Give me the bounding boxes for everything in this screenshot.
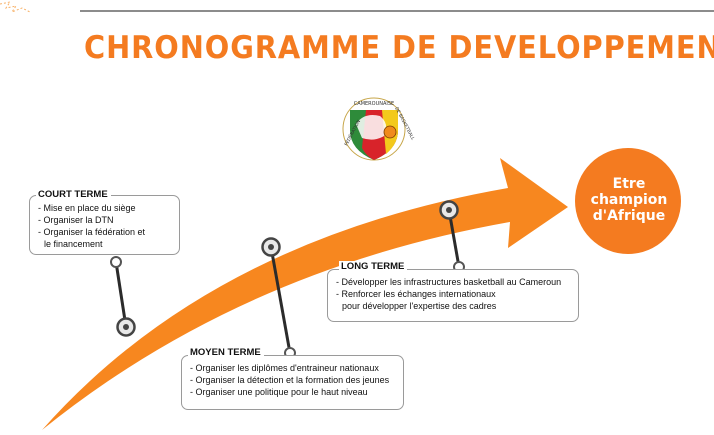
court-terme-item: le financement (44, 239, 103, 249)
timeline-arrow (42, 158, 568, 430)
moyen-terme-item: - Organiser les diplômes d'entraineur na… (190, 363, 379, 373)
federation-logo: CAMEROUNAISE FÉDÉRATION DE BASKETBALL (342, 97, 416, 161)
connector-court (114, 261, 128, 328)
long-terme-item: - Développer les infrastructures basketb… (336, 277, 562, 287)
moyen-terme-label: MOYEN TERME (188, 347, 264, 359)
goal-line: champion (590, 192, 668, 208)
goal-circle (575, 148, 681, 254)
moyen-terme-item: - Organiser la détection et la formation… (190, 375, 390, 385)
milestone-court-center (123, 324, 129, 330)
goal-line: d'Afrique (592, 208, 666, 224)
long-terme-box: - Développer les infrastructures basketb… (327, 269, 579, 322)
page-title: CHRONOGRAMME DE DEVELOPPEMENT (84, 30, 714, 66)
court-terme-box: - Mise en place du siège - Organiser la … (29, 195, 180, 255)
court-terme-item: - Mise en place du siège (38, 203, 136, 213)
logo-text-top: CAMEROUNAISE (354, 101, 394, 107)
top-divider (80, 10, 714, 12)
goal-text: Etre champion d'Afrique (578, 176, 680, 224)
milestone-long-center (446, 207, 452, 213)
court-terme-item: - Organiser la fédération et (38, 227, 146, 237)
court-terme-label: COURT TERME (36, 189, 111, 201)
goal-line: Etre (612, 176, 646, 192)
corner-decoration (0, 1, 31, 14)
moyen-terme-item: - Organiser une politique pour le haut n… (190, 387, 368, 397)
connector-moyen (269, 246, 292, 354)
connector-dot-court (110, 256, 122, 268)
long-terme-item: pour développer l'expertise des cadres (342, 301, 497, 311)
court-terme-item: - Organiser la DTN (38, 215, 114, 225)
milestone-moyen-center (268, 244, 274, 250)
long-terme-label: LONG TERME (339, 261, 408, 273)
long-terme-item: - Renforcer les échanges internationaux (336, 289, 496, 299)
moyen-terme-box: - Organiser les diplômes d'entraineur na… (181, 355, 404, 410)
